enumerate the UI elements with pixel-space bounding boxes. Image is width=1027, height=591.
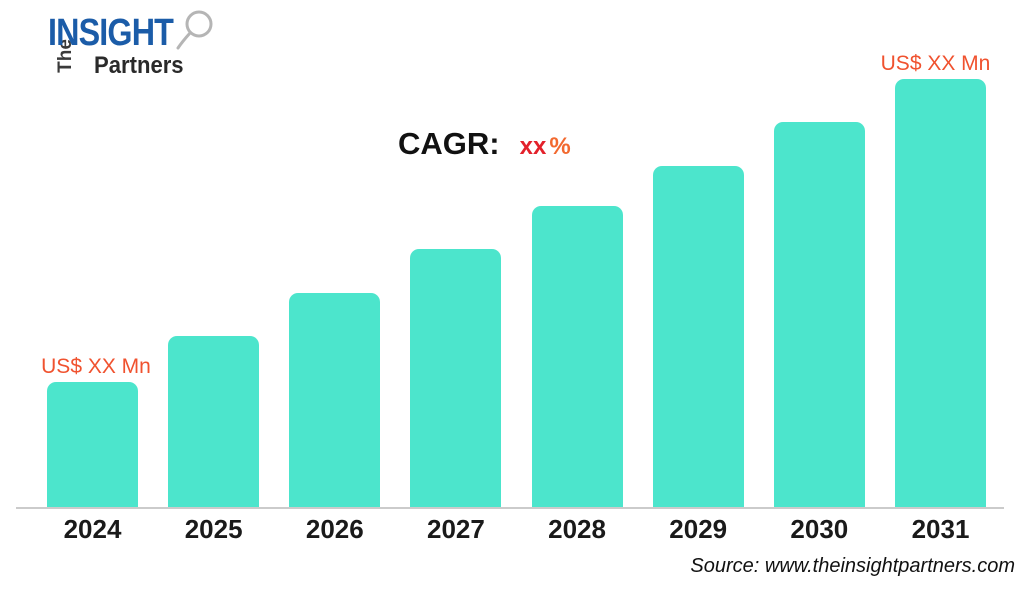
magnifier-icon — [176, 10, 213, 50]
bar-2028 — [531, 206, 623, 507]
bar-2026 — [289, 293, 381, 507]
x-tick-2025: 2025 — [184, 514, 243, 544]
source-attribution: Source: www.theinsightpartners.com — [690, 555, 1015, 577]
cagr-value: xx — [519, 133, 547, 160]
logo-partners-text: Partners — [94, 52, 184, 79]
logo-insight-text: INSIGHT — [48, 12, 174, 54]
bar-2030 — [773, 122, 865, 507]
x-tick-2028: 2028 — [548, 514, 606, 544]
x-axis-tick-labels: 2024 2025 2026 2027 2028 2029 2030 2031 — [47, 514, 986, 545]
x-tick-2030: 2030 — [790, 514, 849, 544]
cagr-annotation: CAGR: xx% — [398, 126, 571, 162]
x-tick-2024: 2024 — [63, 514, 122, 544]
first-bar-value-label: US$ XX Mn — [41, 355, 151, 378]
cagr-percent-sign: % — [549, 133, 571, 160]
bar-series — [47, 79, 986, 507]
bar-2029 — [652, 166, 744, 507]
bar-2027 — [410, 249, 502, 507]
insight-partners-logo: The INSIGHT Partners — [28, 8, 213, 80]
bar-2024 — [47, 382, 138, 507]
x-tick-2029: 2029 — [669, 514, 728, 544]
x-axis-line — [16, 507, 1004, 509]
cagr-label: CAGR: — [398, 126, 500, 161]
x-tick-2027: 2027 — [427, 514, 485, 544]
bar-2031 — [894, 79, 986, 507]
bar-2025 — [168, 336, 260, 507]
x-tick-2031: 2031 — [911, 514, 970, 544]
x-tick-2026: 2026 — [305, 514, 364, 544]
last-bar-value-label: US$ XX Mn — [880, 52, 991, 75]
